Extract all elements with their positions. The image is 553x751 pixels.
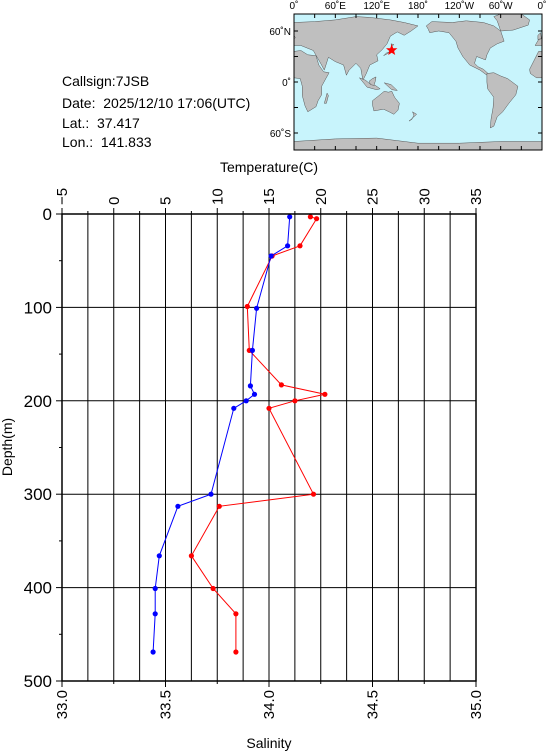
plot-frame <box>61 213 477 682</box>
map-left-tick-label: 0˚ <box>282 77 291 89</box>
land-madagascar <box>323 92 329 104</box>
salinity-point <box>243 398 249 404</box>
lat-text: Lat.: 37.417 <box>62 115 140 131</box>
depth-tick-label: 400 <box>24 579 52 598</box>
map-top-tick-label: 60˚W <box>489 0 513 12</box>
temperature-point <box>233 611 239 617</box>
temperature-point <box>307 214 313 220</box>
depth-axis-label: Depth(m) <box>0 418 15 476</box>
temperature-point <box>216 503 222 509</box>
temperature-point <box>188 553 194 559</box>
temperature-point <box>314 216 320 222</box>
world-map: 0˚ 60˚E 120˚E 180˚ 120˚W 60˚W 0˚ 60˚N 0˚ 60˚S <box>269 0 547 151</box>
temperature-point <box>210 585 216 592</box>
salinity-point <box>175 503 181 509</box>
chart-axis-ticks <box>56 208 477 687</box>
land-new-zealand <box>408 111 418 122</box>
temperature-line <box>190 216 326 652</box>
salinity-point <box>152 585 158 592</box>
map-frame-ticks <box>293 14 543 150</box>
land-south-america <box>486 72 519 129</box>
land-north-america <box>425 20 505 76</box>
depth-tick-label: 500 <box>24 672 52 691</box>
temperature-point <box>246 347 252 353</box>
map-top-tick-label: 180˚ <box>408 0 428 12</box>
temperature-point <box>269 253 275 259</box>
map-top-tick-label: 120˚E <box>363 0 390 12</box>
temperature-point <box>244 303 250 310</box>
land-uk <box>537 32 542 40</box>
temperature-point <box>297 243 303 249</box>
chart-grid <box>62 214 476 681</box>
map-left-tick-labels: 60˚N 0˚ 60˚S <box>269 26 291 140</box>
land-africa <box>293 50 330 113</box>
map-top-tick-label: 0˚ <box>290 0 299 12</box>
salinity-point <box>285 243 291 249</box>
temperature-point <box>310 491 317 497</box>
depth-tick-label: 0 <box>43 205 52 224</box>
temperature-point <box>266 405 272 411</box>
salinity-point <box>268 253 274 259</box>
map-top-tick-label: 0˚ <box>538 0 547 12</box>
salinity-point <box>287 214 293 220</box>
salinity-point <box>150 649 156 655</box>
salinity-tick-label: 34.5 <box>365 690 382 719</box>
temperature-point <box>292 398 298 404</box>
salinity-tick-label: 33.5 <box>158 690 175 719</box>
salinity-point <box>208 491 214 497</box>
salinity-point <box>251 391 258 397</box>
depth-tick-labels: 0 100 200 300 400 500 <box>24 205 52 691</box>
map-top-tick-labels: 0˚ 60˚E 120˚E 180˚ 120˚W 60˚W 0˚ <box>290 0 547 12</box>
map-top-tick-label: 120˚W <box>445 0 475 12</box>
salinity-tick-labels: 33.0 33.5 34.0 34.5 35.0 <box>54 690 485 719</box>
salinity-tick-label: 35.0 <box>468 690 485 719</box>
temperature-point <box>278 382 284 388</box>
salinity-axis-label: Salinity <box>246 735 291 751</box>
land-australia <box>372 91 400 115</box>
land-eurasia <box>293 16 419 82</box>
salinity-tick-label: 33.0 <box>54 690 71 719</box>
salinity-line <box>152 216 291 653</box>
salinity-point <box>254 305 260 311</box>
star-icon <box>386 44 398 55</box>
salinity-point <box>247 383 253 389</box>
depth-tick-label: 300 <box>24 485 52 504</box>
land-new-guinea <box>384 82 399 91</box>
land-borneo <box>368 76 377 86</box>
date-text: Date: 2025/12/10 17:06(UTC) <box>62 95 251 111</box>
map-top-tick-label: 60˚E <box>325 0 346 12</box>
salinity-point <box>156 553 162 559</box>
chart-series <box>150 214 328 655</box>
map-left-tick-label: 60˚S <box>270 128 291 140</box>
salinity-tick-label: 34.0 <box>261 690 278 719</box>
depth-tick-label: 200 <box>24 392 52 411</box>
lon-text: Lon.: 141.833 <box>62 134 152 150</box>
salinity-point <box>231 405 237 411</box>
land-indonesia <box>359 77 381 90</box>
salinity-point <box>152 611 158 617</box>
temperature-point <box>233 649 239 655</box>
temperature-point <box>322 391 328 397</box>
callsign-text: Callsign:7JSB <box>62 73 150 89</box>
salinity-point <box>249 347 255 353</box>
depth-tick-label: 100 <box>24 298 52 317</box>
map-left-tick-label: 60˚N <box>269 26 291 38</box>
